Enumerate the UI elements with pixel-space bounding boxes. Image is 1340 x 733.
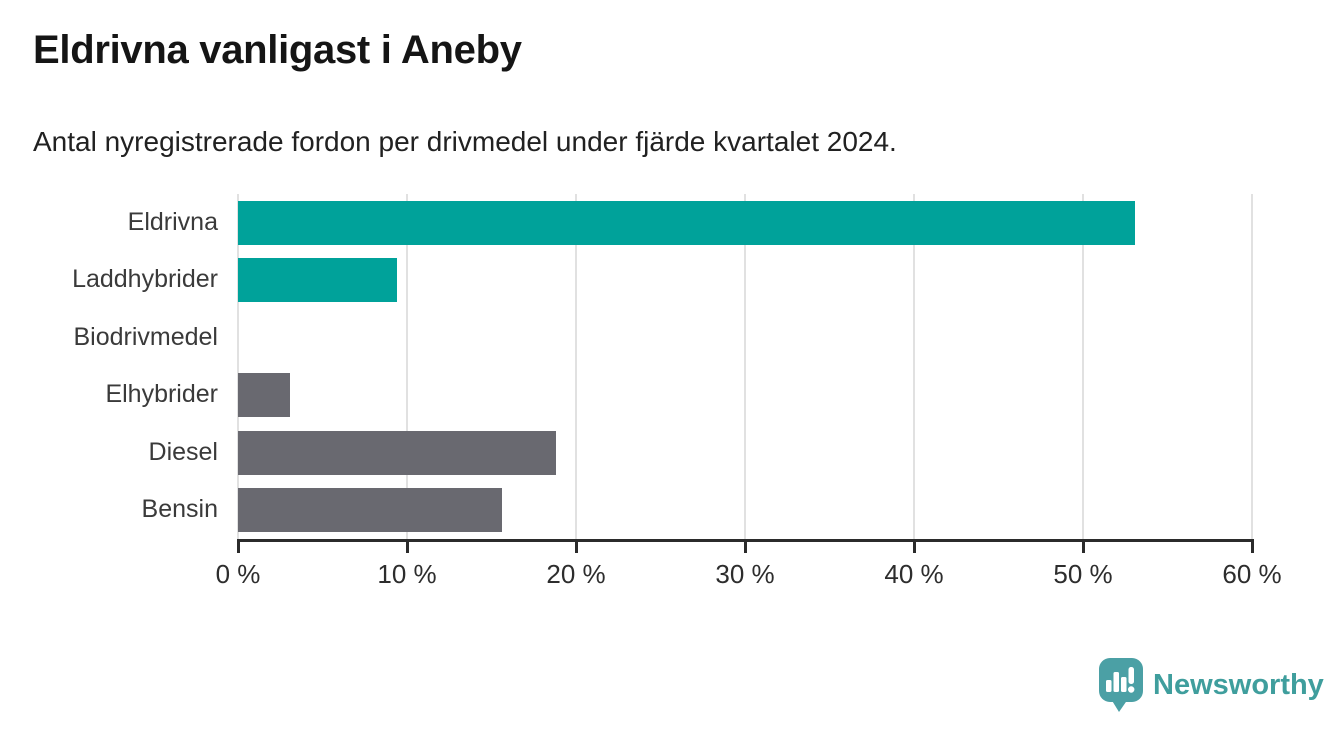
gridline — [575, 194, 577, 539]
bar-elhybrider — [238, 373, 291, 418]
x-axis-tick — [1081, 539, 1085, 553]
gridline — [1082, 194, 1084, 539]
gridline — [744, 194, 746, 539]
category-label-biodrivmedel: Biodrivmedel — [73, 322, 218, 351]
bar-chart-plot-area: Eldrivna Laddhybrider Biodrivmedel Elhybrid… — [72, 194, 1282, 589]
x-axis-tick-label: 40 % — [884, 559, 944, 589]
x-axis-tick — [743, 539, 747, 553]
x-axis-tick — [574, 539, 578, 553]
gridline — [237, 194, 239, 539]
newsworthy-wordmark: Newsworthy — [1153, 668, 1324, 701]
category-label-diesel: Diesel — [148, 437, 218, 466]
x-axis-tick-label: 20 % — [546, 559, 606, 589]
bar-laddhybrider — [238, 258, 397, 303]
x-axis-tick-label: 30 % — [715, 559, 775, 589]
x-axis-tick — [1250, 539, 1254, 553]
newsworthy-icon — [1099, 658, 1143, 712]
chart-subtitle: Antal nyregistrerade fordon per drivmede… — [33, 126, 897, 157]
x-axis-tick-label: 60 % — [1222, 559, 1282, 589]
x-axis-tick — [405, 539, 409, 553]
x-axis-tick-label: 50 % — [1053, 559, 1113, 589]
bar-diesel — [238, 430, 556, 475]
x-axis-tick-label: 10 % — [377, 559, 437, 589]
chart-title: Eldrivna vanligast i Aneby — [33, 28, 522, 72]
category-label-elhybrider: Elhybrider — [105, 380, 218, 409]
category-label-eldrivna: Eldrivna — [127, 207, 218, 236]
category-label-laddhybrider: Laddhybrider — [72, 265, 218, 294]
x-axis-tick — [236, 539, 240, 553]
bar-bensin — [238, 488, 502, 533]
gridline — [1251, 194, 1253, 539]
bar-eldrivna — [238, 200, 1136, 245]
newsworthy-logo: Newsworthy — [1098, 657, 1324, 713]
x-axis-tick — [912, 539, 916, 553]
gridline — [913, 194, 915, 539]
category-label-bensin: Bensin — [141, 495, 218, 524]
gridline — [406, 194, 408, 539]
x-axis-tick-label: 0 % — [215, 559, 261, 589]
